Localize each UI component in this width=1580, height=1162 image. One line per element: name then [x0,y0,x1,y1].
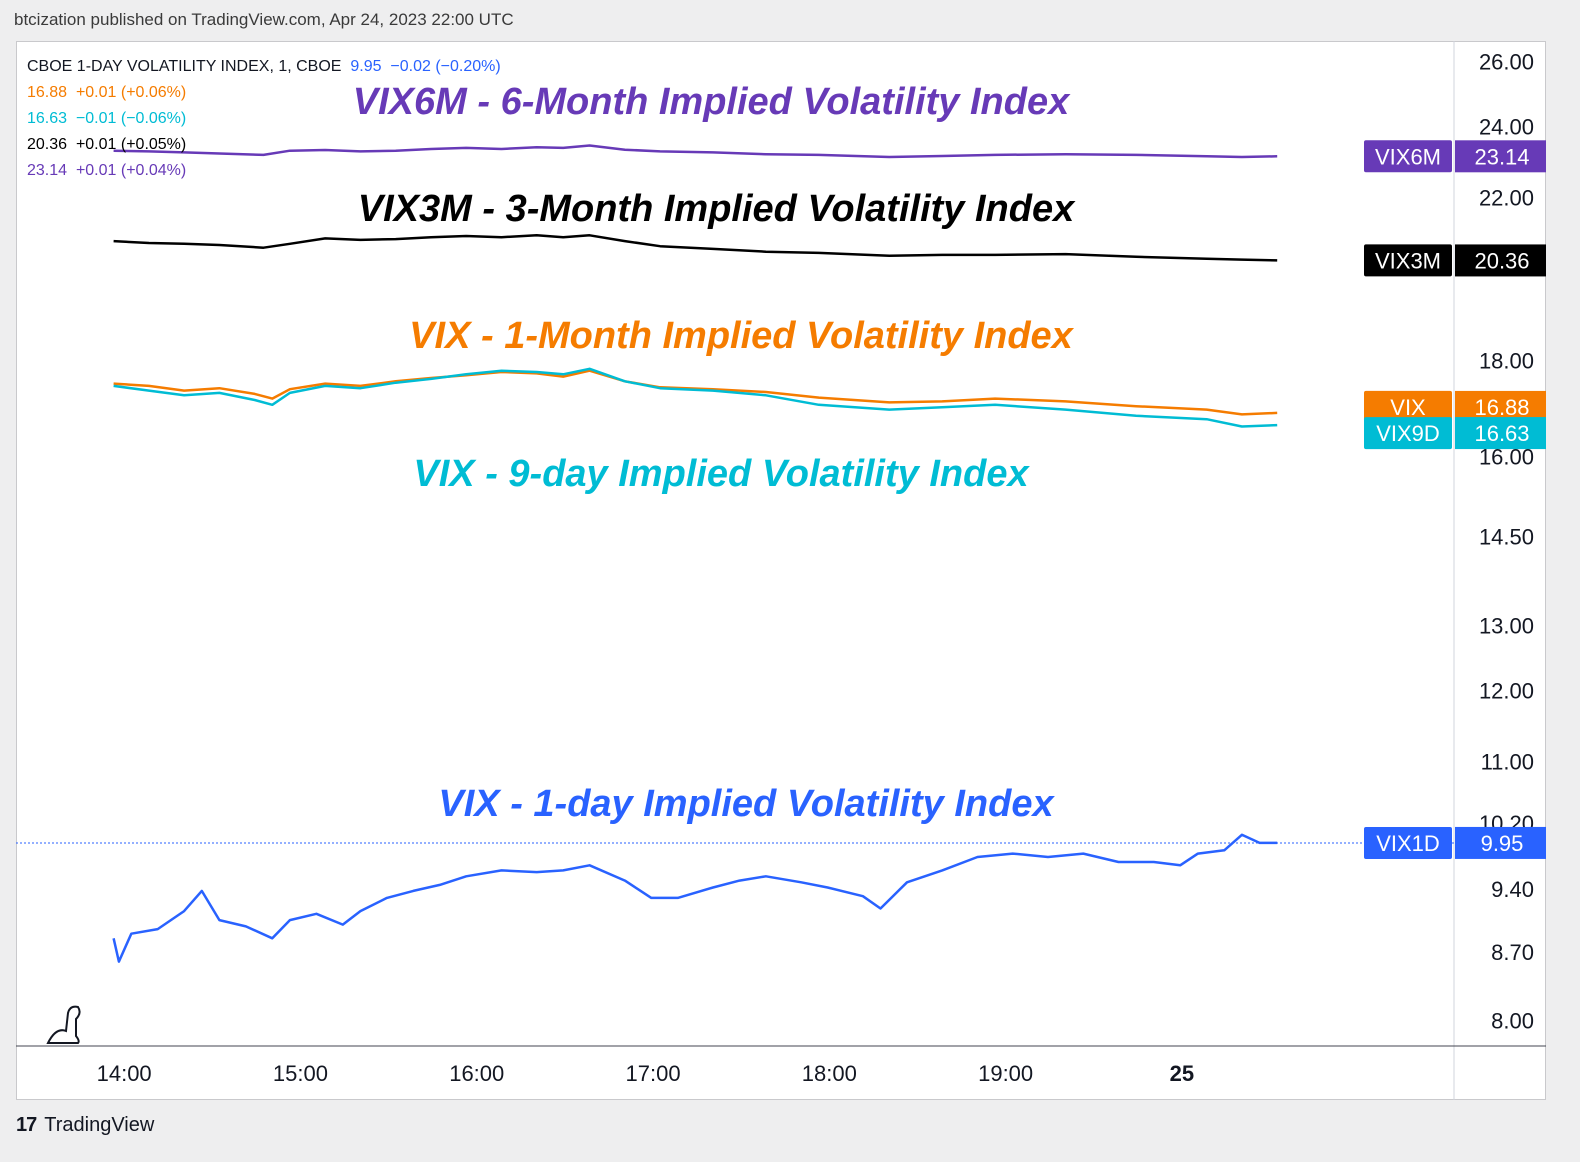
legend-row-vix[interactable]: 16.88 +0.01 (+0.06%) [27,80,501,106]
legend-value: 23.14 [27,162,68,179]
price-label-vix3m: VIX3M 20.36 [1364,244,1546,277]
y-tick-label: 18.00 [1479,349,1534,374]
dinosaur-icon [46,1005,81,1044]
legend-change: +0.01 (+0.04%) [75,162,187,179]
price-label-name: VIX9D [1376,421,1440,446]
footer: 17 TradingView [16,1114,154,1137]
annotation-vix: VIX - 1-Month Implied Volatility Index [409,315,1075,357]
annotation-vix9d: VIX - 9-day Implied Volatility Index [413,453,1030,495]
price-label-value: 23.14 [1474,144,1529,169]
price-label-name: VIX1D [1376,831,1440,856]
chart[interactable]: 26.0024.0022.0018.0016.0014.5013.0012.00… [16,41,1546,1100]
x-tick-label: 16:00 [449,1061,504,1086]
y-tick-label: 26.00 [1479,49,1534,74]
price-label-name: VIX6M [1375,144,1441,169]
y-tick-label: 12.00 [1479,679,1534,704]
y-tick-label: 8.70 [1491,940,1534,965]
series-line-vix3m[interactable] [113,234,1278,262]
legend-symbol-change: −0.02 (−0.20%) [390,58,501,75]
price-label-value: 9.95 [1481,831,1524,856]
legend-change: −0.01 (−0.06%) [75,110,187,127]
legend-symbol-row[interactable]: CBOE 1-DAY VOLATILITY INDEX, 1, CBOE 9.9… [27,54,501,80]
y-tick-label: 13.00 [1479,613,1534,638]
price-label-value-bg [1455,140,1546,173]
legend-symbol-value: 9.95 [350,58,382,75]
legend-row-vix9d[interactable]: 16.63 −0.01 (−0.06%) [27,106,501,132]
price-label-name-bg [1364,244,1452,277]
y-tick-label: 8.00 [1491,1008,1534,1033]
price-label-name-bg [1364,390,1452,423]
x-tick-label: 15:00 [273,1061,328,1086]
chart-frame [16,41,1546,1100]
price-label-value: 20.36 [1474,248,1529,273]
x-tick-label: 19:00 [978,1061,1033,1086]
price-label-name-bg [1364,826,1452,859]
annotation-vix3m: VIX3M - 3-Month Implied Volatility Index [358,188,1076,230]
x-tick-label: 14:00 [97,1061,152,1086]
legend: CBOE 1-DAY VOLATILITY INDEX, 1, CBOE 9.9… [27,54,501,184]
price-label-vix9d: VIX9D 16.63 [1364,417,1546,450]
tradingview-brand: TradingView [44,1114,155,1136]
legend-row-vix3m[interactable]: 20.36 +0.01 (+0.05%) [27,132,501,158]
price-label-value-bg [1455,244,1546,277]
price-label-name-bg [1364,140,1452,173]
legend-symbol-name: CBOE 1-DAY VOLATILITY INDEX, 1, CBOE [27,58,342,75]
series-line-vix9d[interactable] [113,367,1278,428]
price-label-name-bg [1364,417,1452,450]
legend-change: +0.01 (+0.05%) [75,136,187,153]
legend-value: 16.63 [27,110,68,127]
price-label-vix1d: VIX1D 9.95 [1364,826,1546,859]
published-info: btcization published on TradingView.com,… [14,10,514,29]
legend-row-vix6m[interactable]: 23.14 +0.01 (+0.04%) [27,158,501,184]
price-label-name: VIX3M [1375,248,1441,273]
price-label-value-bg [1455,417,1546,450]
price-label-value-bg [1455,826,1546,859]
price-label-value: 16.63 [1474,421,1529,446]
price-label-name: VIX [1390,395,1426,420]
legend-value: 16.88 [27,84,68,101]
annotation-vix6m: VIX6M - 6-Month Implied Volatility Index [353,81,1071,123]
price-label-value: 16.88 [1474,395,1529,420]
y-tick-label: 14.50 [1479,525,1534,550]
y-tick-label: 11.00 [1481,749,1534,774]
series-line-vix[interactable] [113,369,1278,416]
tradingview-logo-icon: 17 [16,1114,37,1136]
series-line-vix1d[interactable] [112,833,1278,963]
annotation-vix1d: VIX - 1-day Implied Volatility Index [438,783,1055,825]
x-tick-label: 25 [1170,1061,1194,1086]
x-tick-label: 17:00 [626,1061,681,1086]
legend-value: 20.36 [27,136,68,153]
y-tick-label: 22.00 [1479,185,1534,210]
y-tick-label: 24.00 [1479,115,1534,140]
price-label-vix6m: VIX6M 23.14 [1364,140,1546,173]
y-tick-label: 9.40 [1491,877,1534,902]
legend-change: +0.01 (+0.06%) [75,84,187,101]
series-line-vix6m[interactable] [113,144,1278,159]
x-tick-label: 18:00 [802,1061,857,1086]
